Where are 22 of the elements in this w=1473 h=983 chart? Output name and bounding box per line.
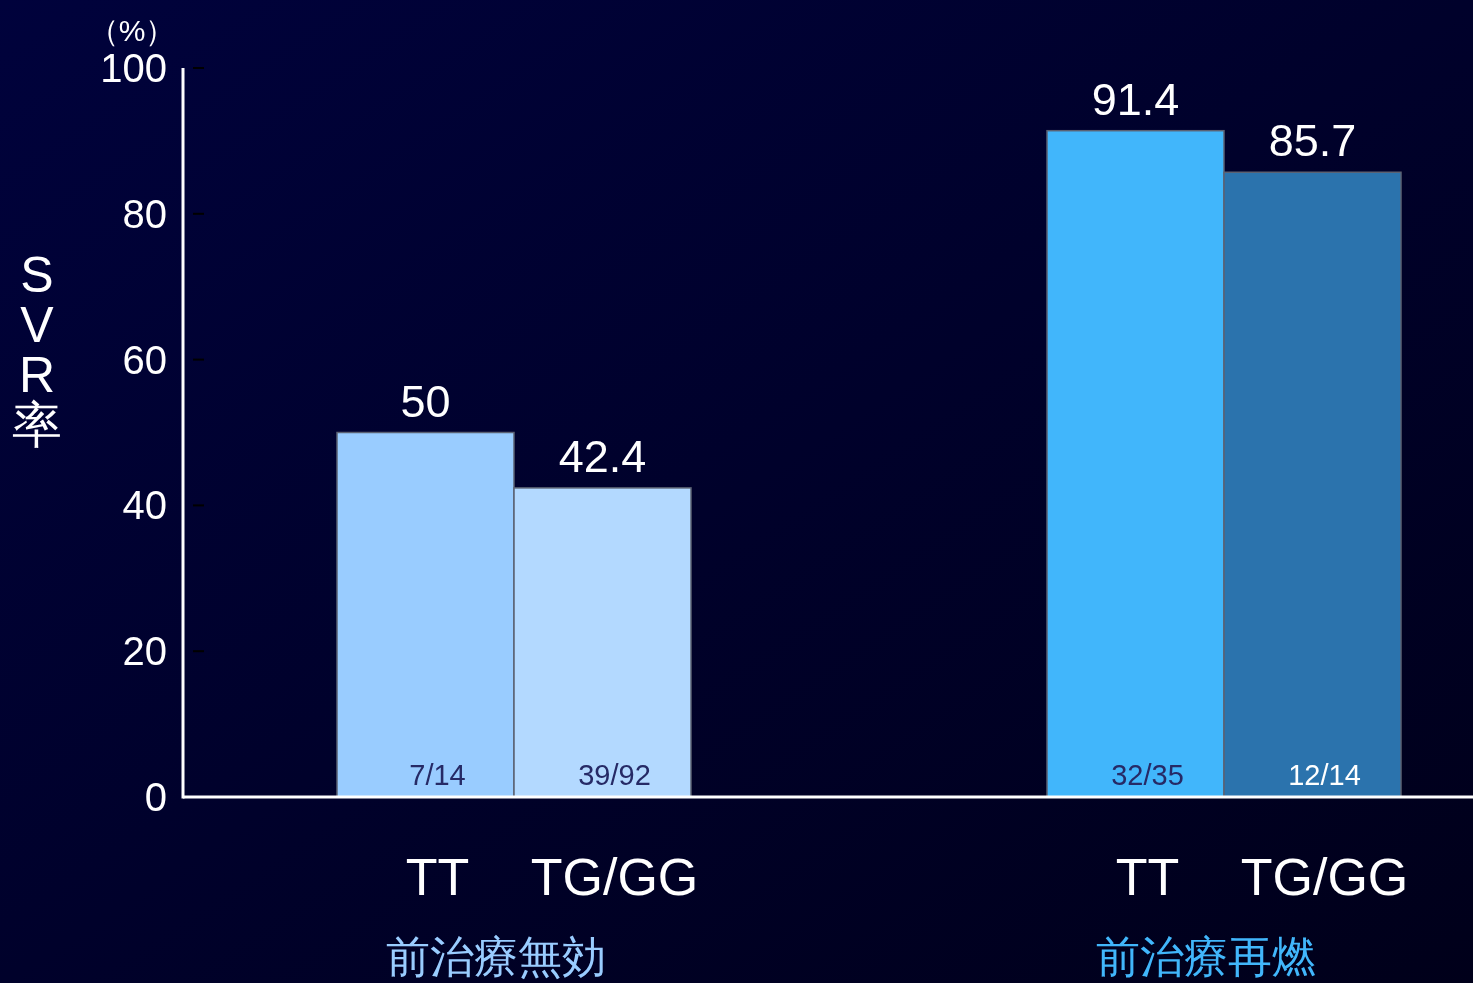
y-axis-title: SVR率 [12,247,62,453]
annotation: 39/92 [578,759,651,791]
x-tick-label: 前治療無効 [386,932,606,981]
y-tick-label: 40 [122,483,167,528]
data-label: 50 [400,375,451,427]
annotation: 12/14 [1288,759,1361,791]
y-tick-label: 80 [122,191,167,236]
y-tick-label: 60 [122,337,167,382]
data-label: 91.4 [1091,73,1180,125]
data-label: 42.4 [558,430,647,482]
data-label: 85.7 [1268,115,1357,167]
y-tick-label: 0 [144,775,167,819]
annotation: 7/14 [409,759,466,791]
x-tick-label: 前治療再燃 [1096,932,1316,981]
y-tick-label: 20 [122,629,167,674]
series-label: TT [405,848,470,906]
series-label: TG/GG [530,848,699,906]
series-label: TG/GG [1240,848,1409,906]
series-label: TT [1115,848,1180,906]
annotation: （%） [88,13,176,47]
y-tick-label: 100 [100,46,167,90]
annotation: 32/35 [1111,759,1184,791]
